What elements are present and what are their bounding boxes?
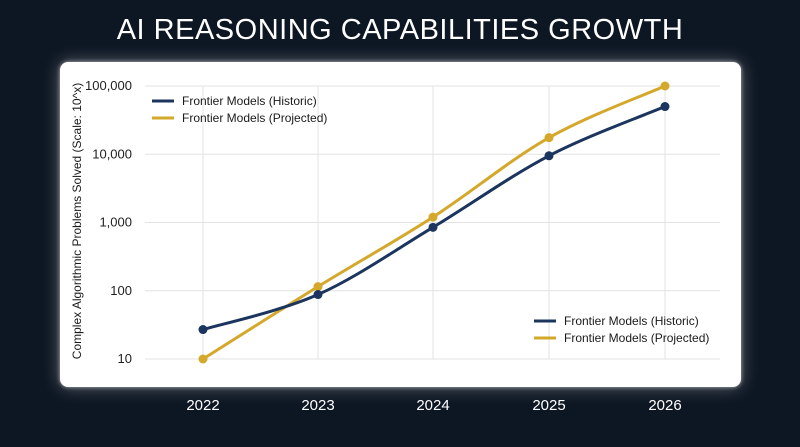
data-point-historic [428,222,438,232]
data-point-projected [544,133,554,143]
y-tick-label: 10,000 [92,146,132,161]
x-tick-label: 2023 [301,397,334,414]
legend-label: Frontier Models (Historic) [182,94,317,108]
chart-title: AI REASONING CAPABILITIES GROWTH [116,14,684,46]
y-tick-label: 100 [110,283,132,298]
data-point-historic [544,151,554,161]
data-point-projected [428,212,438,222]
x-tick-labels: 2022 2023 2024 2025 2026 [186,397,681,414]
data-point-projected [660,81,670,91]
x-tick-label: 2022 [186,397,219,414]
legend-label: Frontier Models (Projected) [182,111,327,125]
data-point-projected [313,282,323,292]
y-tick-label: 100,000 [85,78,132,93]
data-point-historic [660,102,670,112]
data-point-projected [198,354,208,364]
x-tick-label: 2024 [416,397,449,414]
x-tick-label: 2026 [648,397,681,414]
series-points [198,81,670,364]
grid-lines [145,85,720,360]
data-point-historic [313,290,323,300]
y-tick-label: 1,000 [99,215,132,230]
data-point-historic [198,325,208,335]
chart-card [60,62,741,387]
legend-label: Frontier Models (Projected) [564,331,709,345]
legend-bottom-right: Frontier Models (Historic) Frontier Model… [534,314,709,345]
x-tick-label: 2025 [532,397,565,414]
y-tick-label: 10 [118,351,132,366]
legend-top-left: Frontier Models (Historic) Frontier Model… [152,94,327,125]
y-tick-labels: 10 100 1,000 10,000 100,000 [85,78,132,366]
legend-label: Frontier Models (Historic) [564,314,699,328]
